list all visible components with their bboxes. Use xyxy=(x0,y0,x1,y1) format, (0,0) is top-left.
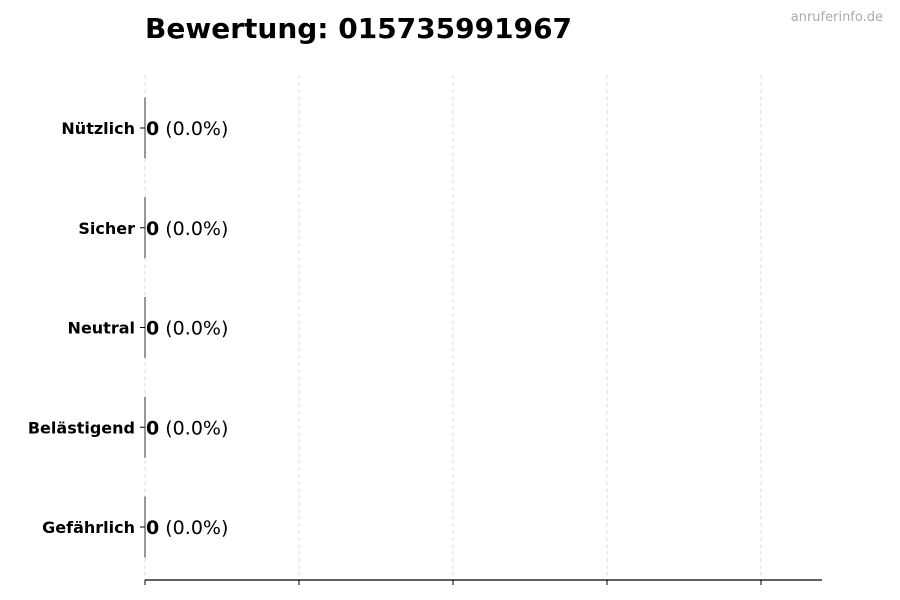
category-label: Belästigend xyxy=(28,418,135,437)
value-percent: (0.0%) xyxy=(159,417,228,439)
value-count: 0 xyxy=(146,517,159,539)
value-label: 0 (0.0%) xyxy=(146,118,228,140)
value-count: 0 xyxy=(146,318,159,340)
value-count: 0 xyxy=(146,218,159,240)
watermark: anruferinfo.de xyxy=(790,10,883,25)
value-label: 0 (0.0%) xyxy=(146,218,228,240)
value-count: 0 xyxy=(146,417,159,439)
chart-title: Bewertung: 015735991967 xyxy=(145,12,573,45)
category-label: Gefährlich xyxy=(42,518,135,537)
value-percent: (0.0%) xyxy=(159,517,228,539)
value-percent: (0.0%) xyxy=(159,318,228,340)
category-label: Nützlich xyxy=(61,119,135,138)
category-label: Neutral xyxy=(68,319,135,338)
value-label: 0 (0.0%) xyxy=(146,517,228,539)
value-count: 0 xyxy=(146,118,159,140)
category-label: Sicher xyxy=(78,219,135,238)
value-label: 0 (0.0%) xyxy=(146,318,228,340)
value-percent: (0.0%) xyxy=(159,118,228,140)
value-label: 0 (0.0%) xyxy=(146,417,228,439)
value-percent: (0.0%) xyxy=(159,218,228,240)
